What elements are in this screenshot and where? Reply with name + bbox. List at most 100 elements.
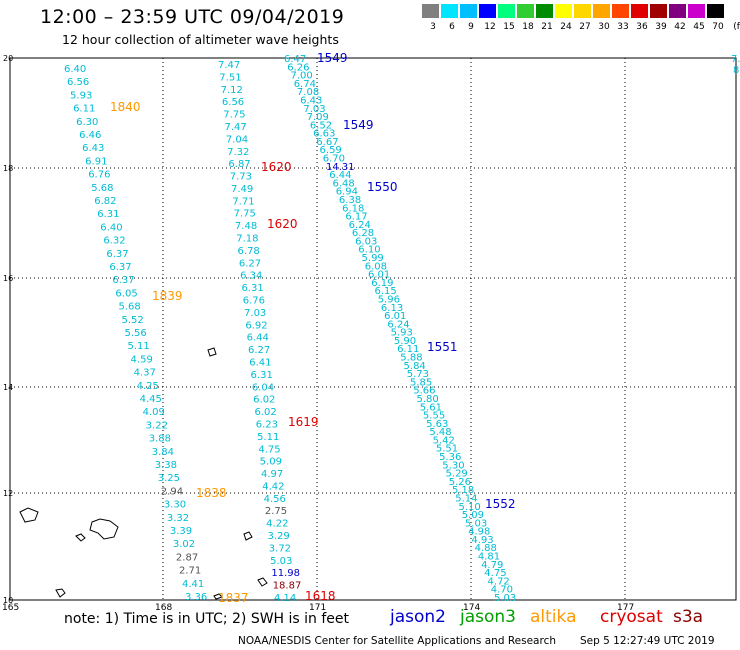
wave-height-value: 6.27: [239, 258, 261, 269]
wave-height-value: 5.30: [442, 460, 464, 471]
wave-height-value: 5.29: [446, 469, 468, 480]
wave-height-value: 4.45: [140, 394, 162, 405]
wave-height-value: 5.93: [391, 328, 413, 339]
satellite-label-s3a: s3a: [673, 607, 704, 627]
wave-height-value: 5.66: [413, 386, 435, 397]
wave-height-value: 5.51: [436, 444, 458, 455]
wave-height-value: 7.47: [218, 60, 240, 71]
legend-swatch: [498, 4, 515, 18]
wave-height-value: 3.38: [155, 460, 177, 471]
wave-height-value: 7.71: [232, 196, 254, 207]
lat-tick-label: 10: [3, 596, 13, 605]
wave-height-value: 6.13: [381, 303, 403, 314]
wave-height-value: 4.42: [262, 481, 284, 492]
pass-time-label: 1620: [267, 217, 298, 231]
wave-height-value: 5.63: [426, 419, 448, 430]
page-subtitle: 12 hour collection of altimeter wave hei…: [62, 32, 339, 47]
pass-time-label: 1549: [343, 118, 374, 132]
wave-height-value: 5.52: [121, 315, 143, 326]
pass-time-label: 1618: [305, 589, 336, 603]
wave-height-value: 4.88: [475, 543, 497, 554]
wave-height-value: 14.31: [326, 162, 355, 173]
wave-height-value: 11.98: [271, 568, 300, 579]
wave-height-value: 4.98: [468, 527, 490, 538]
wave-height-value: 6.18: [342, 203, 364, 214]
legend-label: 3: [430, 22, 436, 32]
wave-height-value: 6.05: [115, 288, 137, 299]
satellite-label-altika: altika: [530, 607, 577, 627]
wave-height-value: 7.04: [226, 134, 248, 145]
wave-height-value: 6.11: [397, 344, 419, 355]
wave-height-value: 6.17: [345, 212, 367, 223]
wave-height-value: 6.67: [316, 137, 338, 148]
wave-height-value: 6.63: [313, 129, 335, 140]
wave-height-value: 6.56: [222, 97, 244, 108]
wave-height-value: 6.02: [253, 395, 275, 406]
legend-label: 45: [693, 22, 705, 32]
wave-height-value: 4.41: [182, 579, 204, 590]
lat-tick-label: 16: [3, 274, 13, 283]
wave-height-value: 5.68: [91, 183, 113, 194]
wave-height-value: 7.48: [235, 221, 257, 232]
wave-height-value: 3.29: [267, 531, 289, 542]
wave-height-value: 4.75: [484, 568, 506, 579]
wave-height-value: 2.71: [179, 566, 201, 577]
wave-height-value: 4.79: [481, 560, 503, 571]
lat-tick-label: 14: [3, 383, 13, 392]
wave-height-value: 7.47: [225, 122, 247, 133]
wave-height-value: 2.94: [161, 486, 183, 497]
wave-height-value: 6.24: [387, 319, 409, 330]
legend-label: 42: [674, 22, 686, 32]
wave-height-value: 4.59: [131, 354, 153, 365]
wave-height-value: 7.4: [731, 54, 740, 65]
pass-time-label: 1551: [427, 340, 458, 354]
wave-height-value: 7.03: [303, 104, 325, 115]
legend-swatch: [669, 4, 686, 18]
wave-height-value: 6.91: [85, 156, 107, 167]
lat-tick-label: 18: [3, 164, 13, 173]
footer-note: note: 1) Time is in UTC; 2) SWH is in fe…: [64, 611, 350, 627]
wave-height-value: 6.37: [106, 249, 128, 260]
wave-height-value: 5.03: [465, 518, 487, 529]
wave-height-value: 5.68: [118, 302, 140, 313]
pass-time-label: 1839: [152, 289, 183, 303]
satellite-label-cryosat: cryosat: [600, 607, 663, 627]
island-outline: [55, 588, 66, 598]
legend-swatch: [555, 4, 572, 18]
legend-label: 6: [449, 22, 455, 32]
legend-swatch: [460, 4, 477, 18]
wave-height-value: 7.51: [219, 72, 241, 83]
wave-height-value: 5.80: [416, 394, 438, 405]
wave-height-value: 6.94: [336, 187, 358, 198]
lon-tick-label: 177: [617, 603, 634, 613]
wave-height-value: 5.26: [449, 477, 471, 488]
wave-height-value: 6.38: [339, 195, 361, 206]
wave-height-value: 6.52: [310, 120, 332, 131]
legend-swatch: [517, 4, 534, 18]
island-outline: [19, 507, 39, 523]
legend-label: 15: [503, 22, 515, 32]
wave-height-value: 6.40: [64, 64, 86, 75]
wave-height-value: 4.72: [488, 576, 510, 587]
legend-label: 9: [468, 22, 474, 32]
wave-height-value: 6.44: [247, 333, 269, 344]
island-outline: [243, 531, 253, 541]
wave-height-value: 5.90: [394, 336, 416, 347]
wave-height-value: 4.75: [258, 444, 280, 455]
wave-height-value: 4.93: [471, 535, 493, 546]
wave-height-value: 6.47: [284, 54, 306, 65]
wave-height-value: 5.03: [270, 556, 292, 567]
wave-height-value: 3.88: [149, 434, 171, 445]
wave-height-value: 2.87: [176, 552, 198, 563]
lon-tick-label: 165: [2, 603, 19, 613]
wave-height-value: 6.37: [112, 275, 134, 286]
wave-height-value: 7.18: [236, 234, 258, 245]
wave-height-value: 5.18: [452, 485, 474, 496]
wave-height-value: 7.49: [231, 184, 253, 195]
wave-height-value: 3.25: [158, 473, 180, 484]
wave-height-value: 6.30: [76, 117, 98, 128]
legend-label: 18: [522, 22, 534, 32]
wave-height-value: 6.46: [79, 130, 101, 141]
wave-height-value: 6.76: [243, 296, 265, 307]
wave-height-value: 4.81: [478, 552, 500, 563]
